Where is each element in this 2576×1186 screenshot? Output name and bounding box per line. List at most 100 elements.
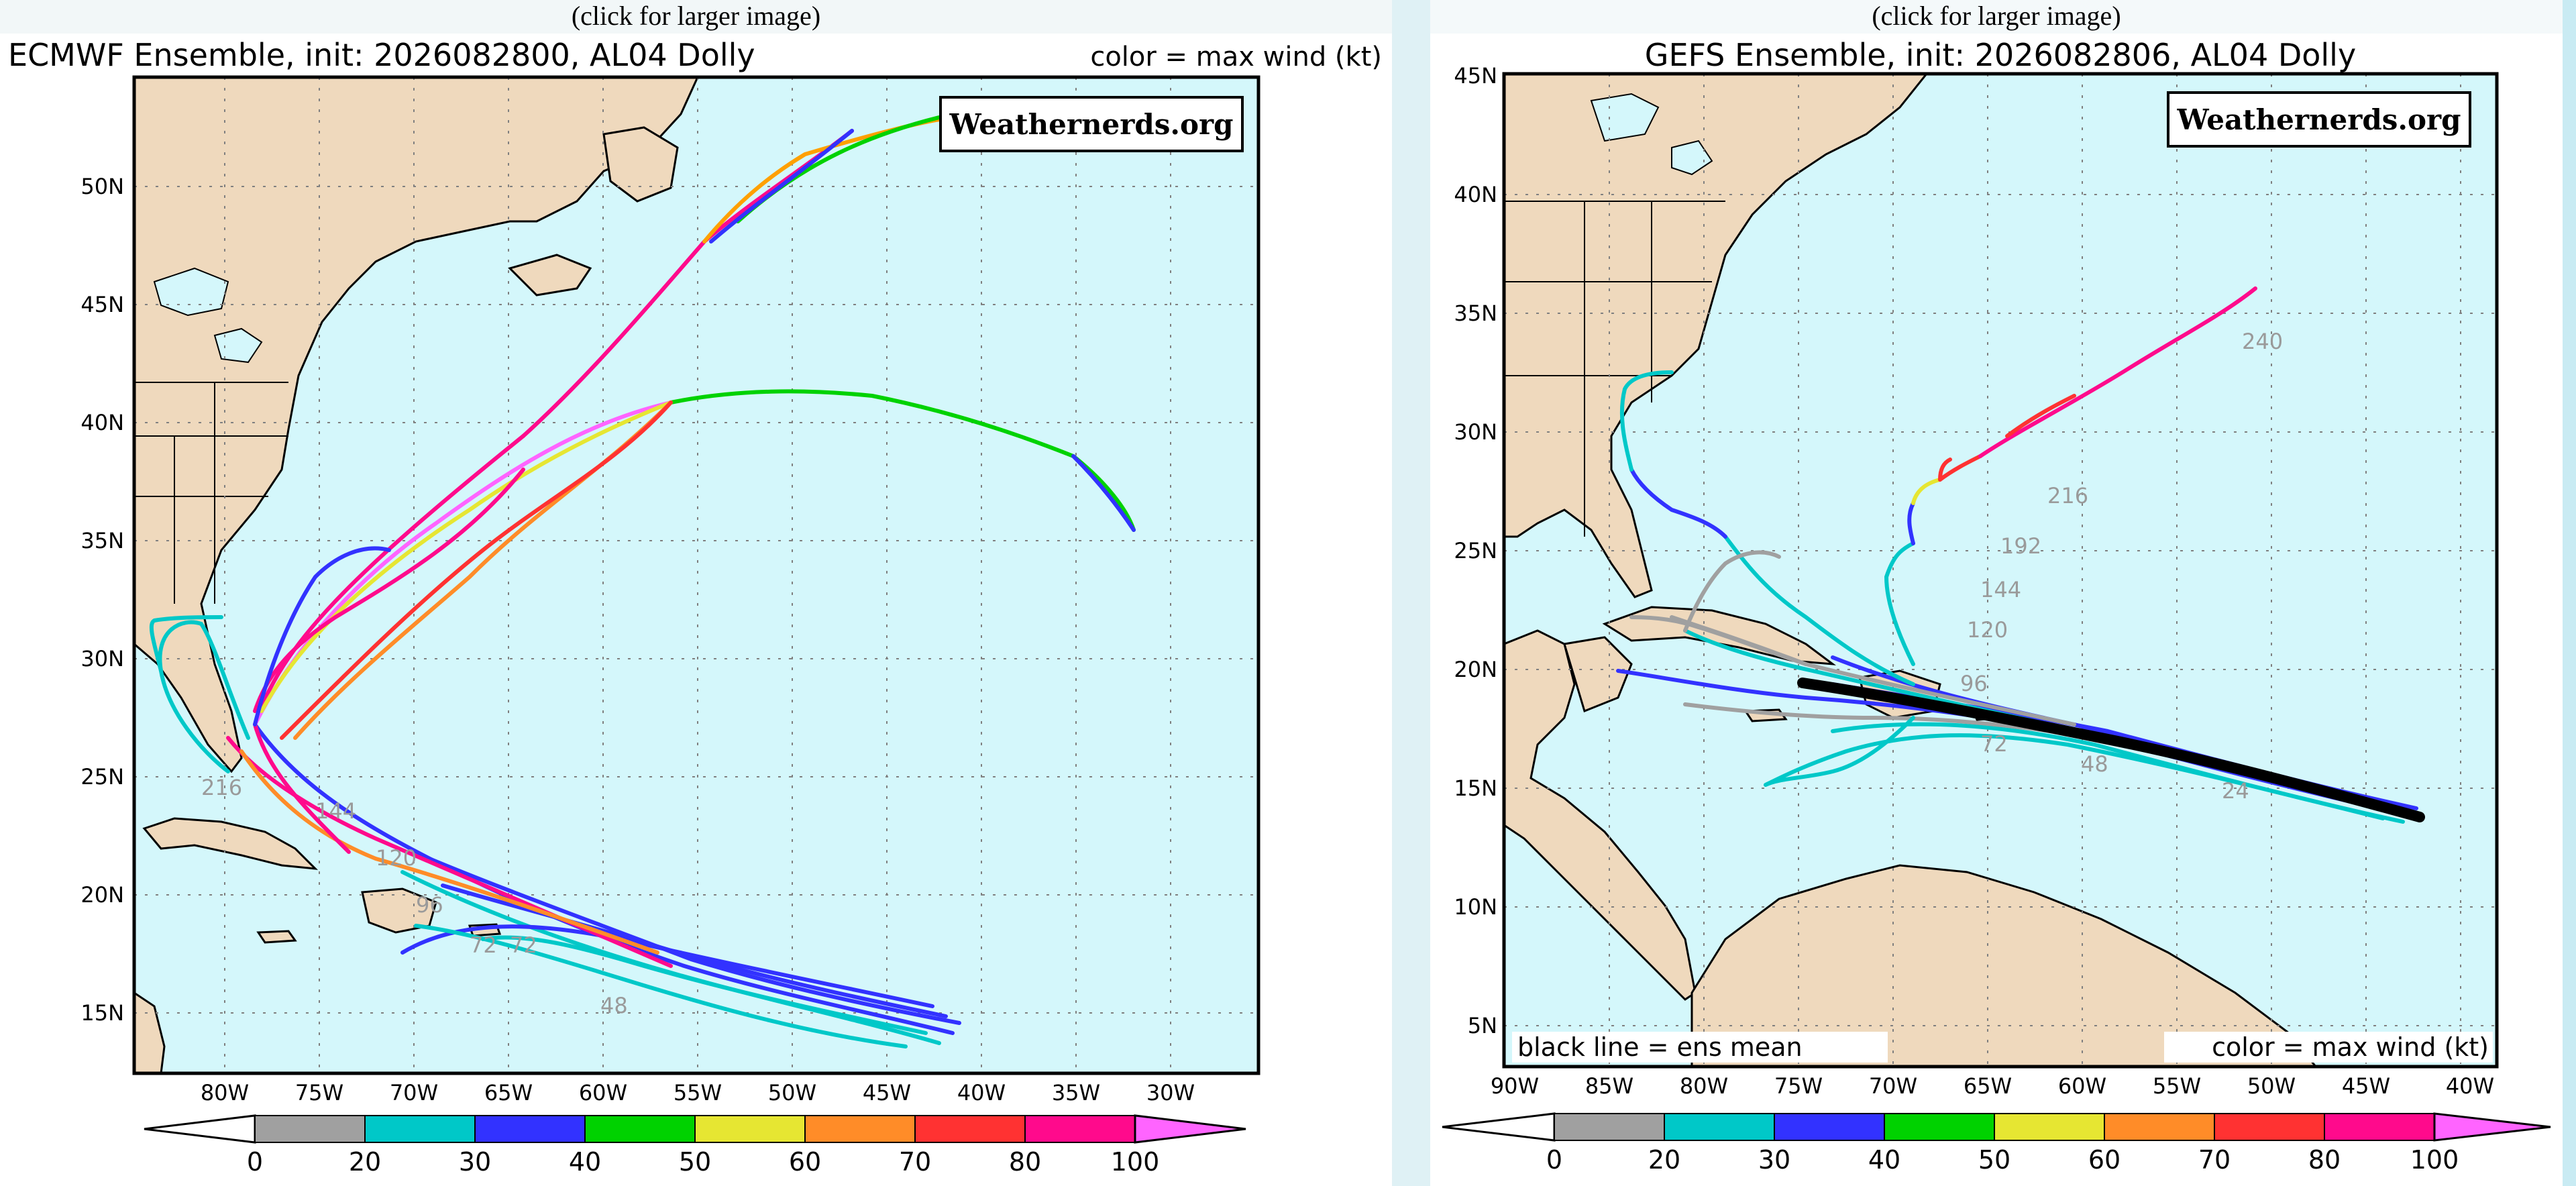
- ecmwf-colorbar-swatch: [914, 1115, 1026, 1143]
- ecmwf-colorbar-swatch: [804, 1115, 916, 1143]
- ecmwf-colorbar: [144, 1114, 1246, 1144]
- ecmwf-lon-label: 80W: [201, 1080, 249, 1106]
- gefs-hour-label: 96: [1960, 671, 1988, 696]
- gefs-lat-label: 20N: [1454, 657, 1497, 682]
- ecmwf-larger-image-link[interactable]: (click for larger image): [571, 1, 821, 31]
- ecmwf-map-frame: [132, 75, 1260, 1075]
- ecmwf-lon-label: 50W: [768, 1080, 816, 1106]
- gefs-watermark: Weathernerds.org: [2177, 103, 2461, 136]
- gefs-map-content: 240 216 192 144 120 96 72 48 24: [1504, 74, 2497, 1067]
- ecmwf-ensemble-tracks: [149, 115, 1136, 1048]
- gefs-lon-label: 75W: [1774, 1073, 1823, 1099]
- ecmwf-lat-label: 30N: [80, 646, 124, 671]
- gefs-lat-label: 15N: [1454, 775, 1497, 801]
- ecmwf-lon-label: 55W: [674, 1080, 722, 1106]
- ecmwf-hour-label: 72: [510, 932, 537, 958]
- gefs-colorbar: [1442, 1112, 2551, 1142]
- gefs-colorbar-swatch: [2214, 1113, 2325, 1141]
- gefs-lon-label: 65W: [1964, 1073, 2012, 1099]
- gefs-colorbar-swatch: [1554, 1113, 1665, 1141]
- gefs-lat-label: 40N: [1454, 182, 1497, 207]
- gefs-mean-note: black line = ens mean: [1517, 1032, 1803, 1062]
- gefs-lat-label: 45N: [1454, 63, 1497, 89]
- ecmwf-panel: (click for larger image) ECMWF Ensemble,…: [0, 0, 1392, 1186]
- gefs-lon-label: 45W: [2342, 1073, 2390, 1099]
- ecmwf-map[interactable]: ECMWF Ensemble, init: 2026082800, AL04 D…: [0, 0, 1392, 1186]
- ecmwf-colorbar-swatch: [254, 1115, 366, 1143]
- gefs-lat-label: 10N: [1454, 894, 1497, 920]
- ecmwf-colorbar-tick: 30: [459, 1147, 491, 1177]
- ecmwf-lat-labels: 50N 45N 40N 35N 30N 25N 20N 15N: [80, 174, 124, 1026]
- ecmwf-lat-label: 45N: [80, 292, 124, 317]
- gefs-watermark-box: [2167, 91, 2471, 148]
- ecmwf-colorbar-swatch: [364, 1115, 476, 1143]
- gefs-colorbar-right-arrow: [2433, 1112, 2551, 1142]
- gefs-hour-label: 192: [2000, 533, 2041, 559]
- ecmwf-colorbar-tick: 0: [247, 1147, 263, 1177]
- ecmwf-lat-label: 35N: [80, 528, 124, 553]
- gefs-colorbar-tick: 20: [1648, 1145, 1680, 1175]
- gefs-hour-label: 24: [2222, 778, 2249, 804]
- ecmwf-lon-labels: 80W 75W 70W 65W 60W 55W 50W 45W 40W 35W …: [201, 1080, 1195, 1106]
- gefs-lon-label: 90W: [1491, 1073, 1539, 1099]
- gefs-hour-label: 72: [1980, 731, 2008, 757]
- gefs-wind-note: color = max wind (kt): [2212, 1032, 2489, 1062]
- gefs-lon-label: 60W: [2058, 1073, 2106, 1099]
- gefs-hour-label: 120: [1967, 617, 2008, 643]
- ecmwf-hour-label: 72: [470, 932, 497, 958]
- ecmwf-colorbar-tick: 100: [1111, 1147, 1160, 1177]
- gefs-colorbar-tick: 60: [2088, 1145, 2121, 1175]
- gefs-hour-label: 240: [2242, 329, 2283, 354]
- gefs-map[interactable]: GEFS Ensemble, init: 2026082806, AL04 Do…: [1430, 0, 2563, 1186]
- ecmwf-lon-label: 30W: [1146, 1080, 1195, 1106]
- ecmwf-lat-label: 50N: [80, 174, 124, 199]
- ecmwf-colorbar-left-arrow: [144, 1114, 256, 1144]
- gefs-colorbar-tick: 0: [1546, 1145, 1562, 1175]
- ecmwf-hour-label: 48: [600, 993, 628, 1018]
- gefs-hour-label: 144: [1980, 577, 2021, 602]
- ecmwf-colorbar-ticks: 0 20 30 40 50 60 70 80 100: [247, 1147, 1159, 1177]
- ecmwf-map-content: 216 144 120 96 72 72 48: [134, 77, 1258, 1073]
- gefs-wind-note-box: [2164, 1032, 2493, 1063]
- gefs-colorbar-tick: 80: [2308, 1145, 2341, 1175]
- ecmwf-lon-label: 75W: [295, 1080, 343, 1106]
- ecmwf-lon-label: 60W: [579, 1080, 627, 1106]
- gefs-lon-label: 70W: [1869, 1073, 1917, 1099]
- gefs-colorbar-tick: 50: [1978, 1145, 2010, 1175]
- gefs-colorbar-swatch: [1774, 1113, 1885, 1141]
- ecmwf-lon-label: 40W: [957, 1080, 1006, 1106]
- gefs-colorbar-tick: 100: [2410, 1145, 2459, 1175]
- ecmwf-colorbar-right-arrow: [1134, 1114, 1246, 1144]
- ecmwf-colorbar-swatch: [1024, 1115, 1136, 1143]
- ecmwf-lat-label: 40N: [80, 410, 124, 435]
- gefs-colorbar-swatch: [1884, 1113, 1995, 1141]
- gefs-colorbar-ticks: 0 20 30 40 50 60 70 80 100: [1546, 1145, 2459, 1175]
- gefs-title: GEFS Ensemble, init: 2026082806, AL04 Do…: [1645, 37, 2356, 73]
- gefs-lat-label: 5N: [1468, 1013, 1497, 1038]
- ecmwf-colorbar-swatch: [584, 1115, 696, 1143]
- ecmwf-colorbar-tick: 70: [899, 1147, 931, 1177]
- gefs-lon-label: 50W: [2247, 1073, 2296, 1099]
- gefs-forecast-hour-labels: 240 216 192 144 120 96 72 48 24: [1960, 329, 2283, 804]
- gefs-lon-label: 80W: [1680, 1073, 1728, 1099]
- ecmwf-lon-label: 35W: [1052, 1080, 1100, 1106]
- gefs-caption: (click for larger image): [1430, 0, 2563, 34]
- gefs-lon-label: 40W: [2446, 1073, 2494, 1099]
- gefs-colorbar-tick: 40: [1868, 1145, 1900, 1175]
- ecmwf-lat-label: 25N: [80, 764, 124, 790]
- ecmwf-title: ECMWF Ensemble, init: 2026082800, AL04 D…: [8, 37, 755, 73]
- ecmwf-colorbar-tick: 20: [349, 1147, 381, 1177]
- gefs-lat-labels: 45N 40N 35N 30N 25N 20N 15N 10N 5N: [1454, 63, 1497, 1038]
- gefs-panel: (click for larger image) GEFS Ensemble, …: [1430, 0, 2563, 1186]
- gefs-lat-label: 35N: [1454, 301, 1497, 326]
- ecmwf-colorbar-swatch: [474, 1115, 586, 1143]
- gefs-larger-image-link[interactable]: (click for larger image): [1872, 1, 2121, 31]
- ecmwf-colorbar-tick: 80: [1009, 1147, 1041, 1177]
- ecmwf-lon-label: 45W: [863, 1080, 911, 1106]
- ecmwf-hour-label: 120: [376, 845, 417, 871]
- gefs-colorbar-left-arrow: [1442, 1112, 1556, 1142]
- gefs-ensemble-mean-track: [1797, 678, 2425, 822]
- gefs-mean-note-box: [1512, 1032, 1888, 1063]
- gefs-colorbar-swatch: [1994, 1113, 2105, 1141]
- ecmwf-lon-label: 65W: [484, 1080, 533, 1106]
